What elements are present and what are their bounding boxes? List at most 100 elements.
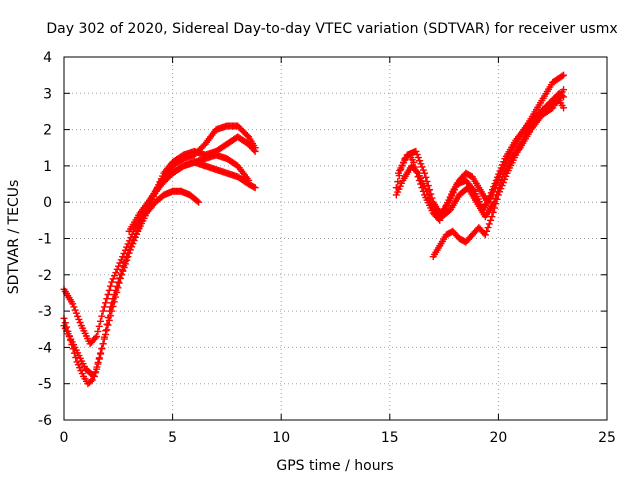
data-point — [428, 194, 436, 202]
data-point — [103, 326, 111, 334]
data-point — [243, 131, 251, 139]
data-point — [195, 198, 203, 206]
data-point — [481, 231, 489, 239]
data-point — [102, 330, 110, 338]
data-point — [108, 307, 116, 315]
data-point — [98, 344, 106, 352]
data-point — [123, 256, 131, 264]
data-point — [107, 282, 115, 290]
data-point — [113, 288, 121, 296]
data-point — [102, 299, 110, 307]
data-point — [426, 186, 434, 194]
data-point — [98, 312, 106, 320]
data-point — [394, 178, 402, 186]
data-point — [494, 175, 502, 183]
data-point — [491, 195, 499, 203]
data-point — [250, 183, 258, 191]
data-point — [118, 271, 126, 279]
data-point — [94, 358, 102, 366]
data-point — [112, 293, 120, 301]
axis-ticks: 0 5 10 15 20 25 -6 -5 -4 -3 -2 -1 0 1 2 3 4 — [38, 50, 616, 446]
data-point — [114, 284, 122, 292]
x-tick-label: 25 — [598, 430, 616, 446]
data-point — [99, 340, 107, 348]
data-point — [488, 213, 496, 221]
y-tick-label: -3 — [38, 304, 52, 320]
data-point — [131, 233, 139, 241]
data-point — [75, 315, 83, 323]
plot-frame — [63, 56, 608, 421]
data-point — [413, 168, 421, 176]
y-tick-label: 1 — [43, 159, 52, 175]
data-points — [60, 71, 568, 388]
data-point — [95, 354, 103, 362]
y-tick-label: -4 — [38, 340, 52, 356]
data-point — [71, 306, 79, 314]
data-point — [120, 264, 128, 272]
data-point — [95, 322, 103, 330]
x-tick-label: 0 — [60, 430, 69, 446]
data-point — [110, 272, 118, 280]
chart-title: Day 302 of 2020, Sidereal Day-to-day VTE… — [46, 21, 617, 37]
data-point — [121, 260, 129, 268]
x-axis-label: GPS time / hours — [276, 458, 393, 474]
data-point — [90, 372, 98, 380]
data-point — [128, 243, 136, 251]
y-tick-label: 4 — [43, 50, 52, 66]
data-point — [92, 368, 100, 376]
data-point — [107, 312, 115, 320]
x-tick-label: 10 — [272, 430, 290, 446]
data-point — [427, 190, 435, 198]
data-point — [193, 197, 201, 205]
data-point — [421, 169, 429, 177]
data-point — [417, 160, 425, 168]
data-point — [130, 237, 138, 245]
y-tick-label: 2 — [43, 123, 52, 139]
data-point — [418, 163, 426, 171]
series-trace-3 — [60, 187, 203, 380]
data-point — [251, 184, 259, 192]
data-point — [498, 176, 506, 184]
data-point — [108, 278, 116, 286]
data-point — [410, 158, 418, 166]
data-point — [251, 144, 259, 152]
data-point — [93, 363, 101, 371]
data-point — [100, 303, 108, 311]
data-point — [119, 267, 127, 275]
data-point — [99, 307, 107, 315]
data-point — [419, 166, 427, 174]
y-tick-label: -5 — [38, 377, 52, 393]
data-point — [96, 317, 104, 325]
x-tick-label: 15 — [381, 430, 399, 446]
y-tick-label: -2 — [38, 268, 52, 284]
data-point — [116, 259, 124, 267]
data-point — [109, 302, 117, 310]
data-point — [413, 150, 421, 158]
y-tick-label: 3 — [43, 86, 52, 102]
data-point — [496, 180, 504, 188]
data-point — [124, 253, 132, 261]
data-point — [72, 309, 80, 317]
data-point — [126, 246, 134, 254]
data-point — [495, 184, 503, 192]
data-point — [424, 182, 432, 190]
data-point — [490, 198, 498, 206]
data-point — [89, 371, 97, 379]
x-tick-label: 5 — [168, 430, 177, 446]
data-point — [105, 316, 113, 324]
y-tick-label: 0 — [43, 195, 52, 211]
data-point — [494, 187, 502, 195]
data-point — [70, 303, 78, 311]
data-point — [515, 145, 523, 153]
data-point — [484, 224, 492, 232]
data-point — [115, 279, 123, 287]
data-point — [558, 72, 566, 80]
x-tick-label: 20 — [489, 430, 507, 446]
data-point — [116, 274, 124, 282]
data-point — [105, 286, 113, 294]
data-point — [129, 240, 137, 248]
data-point — [109, 275, 117, 283]
y-axis-label: SDTVAR / TECUs — [6, 180, 22, 295]
series-trace-9 — [394, 86, 568, 221]
data-point — [560, 71, 568, 79]
